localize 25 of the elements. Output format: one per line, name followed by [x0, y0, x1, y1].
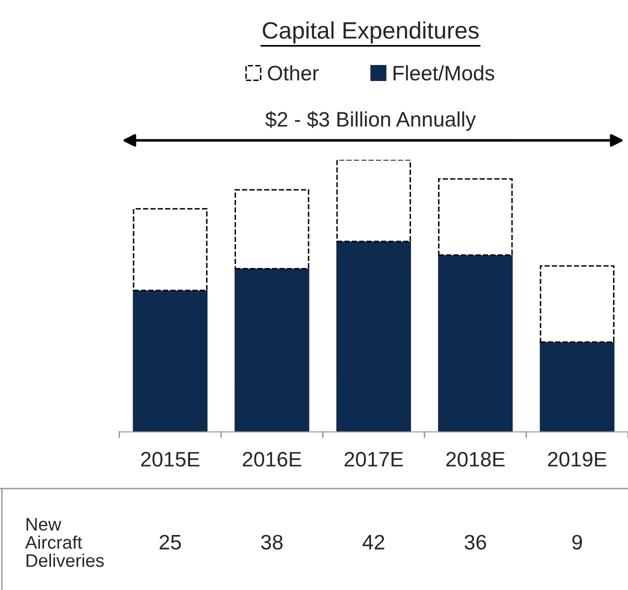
x-tick-label: 2015E	[141, 452, 200, 467]
bar	[336, 240, 411, 432]
bar	[132, 290, 208, 432]
chart-title: Capital Expenditures	[262, 21, 479, 44]
bar	[234, 189, 310, 270]
text: New Aircraft Deliveries	[25, 518, 104, 567]
bar	[540, 265, 614, 343]
x-tick-label: 2016E	[242, 452, 302, 467]
x-tick-label: 2017E	[344, 452, 403, 467]
text: 36	[464, 534, 486, 550]
x-tick-label: 2019E	[548, 452, 606, 467]
text: 9	[572, 534, 582, 550]
bar	[336, 160, 411, 242]
bar	[132, 208, 208, 292]
legend-label: Other	[268, 65, 319, 81]
bar	[438, 178, 513, 256]
bar	[438, 254, 513, 432]
text: 25	[160, 534, 181, 550]
text: 38	[261, 534, 283, 550]
bar	[234, 268, 310, 432]
x-tick-label: 2018E	[446, 452, 505, 467]
legend-label: Fleet/Mods	[394, 65, 494, 81]
text: 42	[362, 534, 384, 550]
text: $2 - $3 Billion Annually	[265, 111, 476, 131]
bar	[540, 341, 614, 432]
